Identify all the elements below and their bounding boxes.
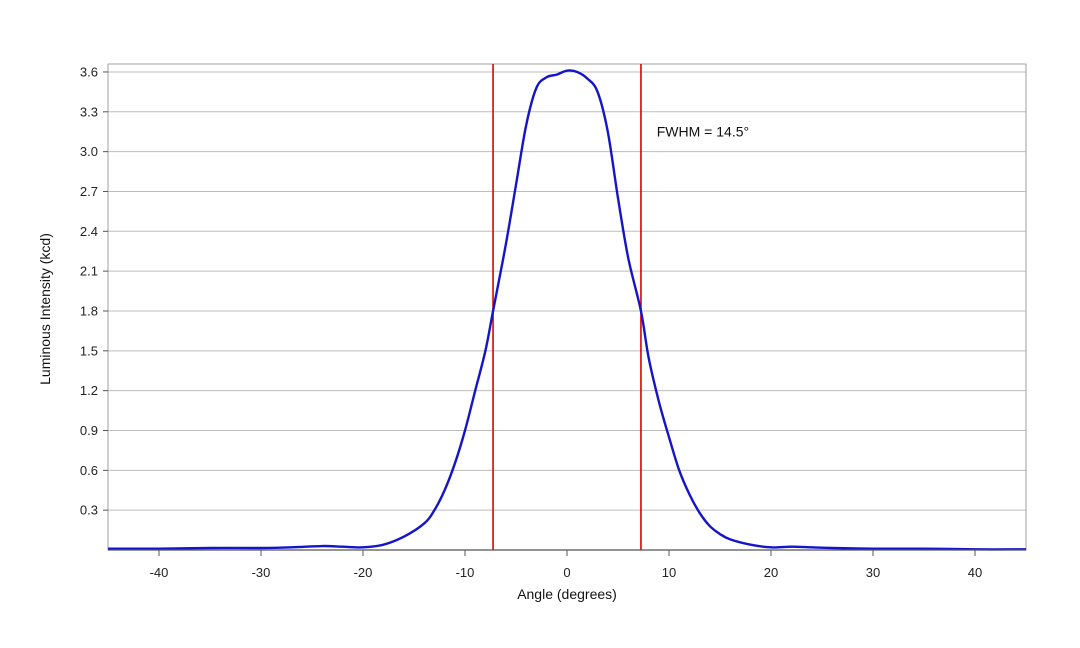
x-axis-ticks: -40 -30 -20 -10 0 10 20 30 40: [150, 550, 982, 580]
x-tick-label: -20: [354, 565, 373, 580]
x-tick-label: 40: [968, 565, 982, 580]
y-tick-label: 0.3: [80, 503, 98, 518]
y-tick-label: 3.6: [80, 64, 98, 79]
y-tick-label: 0.6: [80, 463, 98, 478]
y-tick-label: 1.2: [80, 383, 98, 398]
x-tick-label: 20: [764, 565, 778, 580]
y-tick-label: 3.3: [80, 104, 98, 119]
fwhm-annotation: FWHM = 14.5°: [657, 124, 749, 140]
x-axis-title: Angle (degrees): [517, 586, 617, 602]
y-tick-label: 1.5: [80, 343, 98, 358]
y-tick-label: 1.8: [80, 303, 98, 318]
y-tick-label: 2.1: [80, 264, 98, 279]
fwhm-markers: [492, 64, 642, 550]
grid-lines: [108, 71, 1026, 511]
x-tick-label: -10: [456, 565, 475, 580]
y-tick-label: 3.0: [80, 144, 98, 159]
x-tick-label: 30: [866, 565, 880, 580]
intensity-curve: [107, 69, 1027, 551]
x-tick-label: -40: [150, 565, 169, 580]
y-tick-label: 0.9: [80, 423, 98, 438]
y-axis-ticks: 0.3 0.6 0.9 1.2 1.5 1.8 2.1 2.4 2.7 3.0 3.3 3.6: [80, 64, 108, 518]
y-tick-label: 2.7: [80, 184, 98, 199]
y-axis-title: Luminous Intensity (kcd): [37, 233, 53, 385]
y-tick-label: 2.4: [80, 224, 98, 239]
x-tick-label: -30: [252, 565, 271, 580]
plot-frame: [107, 63, 1027, 551]
x-tick-label: 10: [662, 565, 676, 580]
x-tick-label: 0: [563, 565, 570, 580]
